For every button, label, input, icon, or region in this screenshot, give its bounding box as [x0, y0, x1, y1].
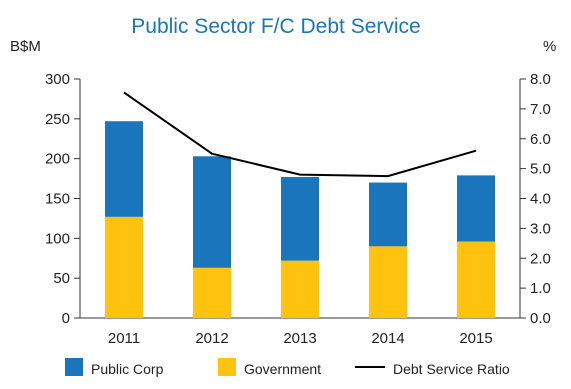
left-axis-unit: B$M [10, 38, 41, 55]
left-tick-label: 100 [45, 230, 70, 247]
right-tick-label: 8.0 [530, 71, 551, 88]
category-label: 2013 [283, 330, 316, 347]
right-tick-label: 7.0 [530, 101, 551, 118]
bar-government-2012 [193, 267, 231, 318]
right-tick-label: 5.0 [530, 161, 551, 178]
legend-swatch-public-corp [65, 358, 83, 376]
right-tick-label: 0.0 [530, 310, 551, 327]
category-labels: 2011 2012 2013 2014 2015 [108, 330, 493, 347]
category-label: 2012 [195, 330, 228, 347]
legend-swatch-government [218, 358, 236, 376]
bar-public-corp-2012 [193, 156, 231, 268]
line-debt-service-ratio [123, 91, 477, 178]
left-tick-label: 250 [45, 111, 70, 128]
bar-government-2014 [369, 246, 407, 318]
legend-label-debt-service-ratio: Debt Service Ratio [393, 361, 510, 377]
right-tick-label: 6.0 [530, 131, 551, 148]
bar-public-corp-2011 [105, 121, 143, 217]
category-label: 2015 [459, 330, 492, 347]
bar-public-corp-2015 [457, 175, 495, 242]
left-tick-label: 150 [45, 191, 70, 208]
legend: Public Corp Government Debt Service Ratio [65, 358, 510, 377]
legend-label-public-corp: Public Corp [91, 361, 164, 377]
bar-public-corp-2014 [369, 182, 407, 247]
right-tick-label: 3.0 [530, 220, 551, 237]
left-tick-label: 200 [45, 151, 70, 168]
left-tick-label: 50 [53, 270, 70, 287]
right-tick-label: 1.0 [530, 280, 551, 297]
right-tick-label: 2.0 [530, 250, 551, 267]
category-label: 2014 [371, 330, 404, 347]
bar-public-corp-2013 [281, 176, 319, 261]
right-tick-label: 4.0 [530, 191, 551, 208]
bar-government-2015 [457, 241, 495, 318]
bars [105, 121, 495, 318]
category-label: 2011 [108, 330, 140, 347]
bar-government-2013 [281, 260, 319, 318]
left-tick-label: 300 [45, 71, 70, 88]
line-layer [123, 91, 477, 178]
chart-title: Public Sector F/C Debt Service [131, 15, 420, 38]
bar-government-2011 [105, 216, 143, 318]
axes: 0 50 100 150 200 250 300 0.0 1.0 2.0 3.0 4.0 5.0 6.0 7… [45, 71, 551, 327]
legend-label-government: Government [244, 361, 321, 377]
right-axis-unit: % [543, 38, 556, 55]
left-tick-label: 0 [62, 310, 70, 327]
